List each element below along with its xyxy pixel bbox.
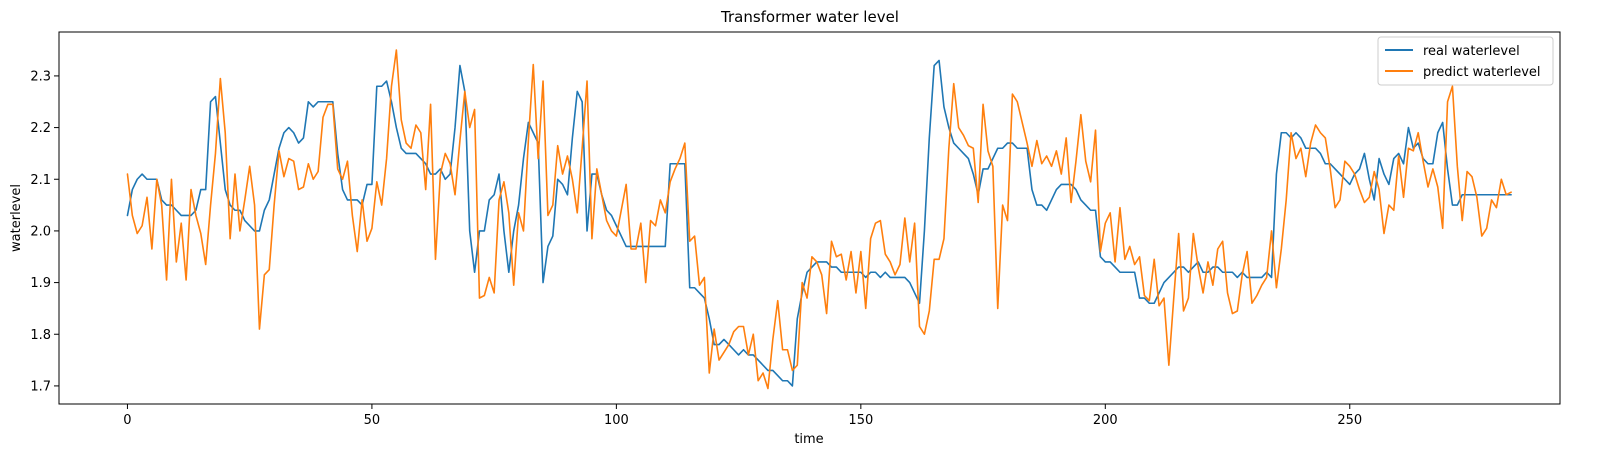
y-axis: 1.7 1.8 1.9 2.0 2.1 2.2 2.3 [30, 69, 59, 394]
plot-frame [58, 31, 1561, 405]
y-axis-label: waterlevel [9, 184, 24, 252]
y-tick-label: 2.3 [30, 69, 51, 84]
x-axis-label: time [794, 432, 823, 447]
y-tick-label: 2.1 [30, 173, 51, 188]
x-tick-label: 50 [364, 413, 381, 428]
series-line-real [126, 59, 1512, 387]
plot-background [59, 32, 1560, 404]
y-tick-label: 1.8 [30, 328, 51, 343]
y-tick-label: 2.2 [30, 121, 51, 136]
x-axis: 0 50 100 150 200 250 [123, 404, 1362, 428]
legend-label-real: real waterlevel [1423, 44, 1520, 59]
x-tick-label: 150 [848, 413, 873, 428]
legend: real waterlevel predict waterlevel [1377, 36, 1554, 86]
legend-box [1377, 36, 1554, 86]
series-line-predict [126, 49, 1512, 390]
y-tick-label: 1.9 [30, 276, 51, 291]
y-tick-label: 1.7 [30, 379, 51, 394]
x-tick-label: 250 [1337, 413, 1362, 428]
x-tick-label: 0 [123, 413, 131, 428]
plot-area [58, 31, 1561, 405]
series-layer [126, 49, 1512, 390]
y-tick-label: 2.0 [30, 224, 51, 239]
chart-title: Transformer water level [720, 8, 899, 26]
x-tick-label: 100 [604, 413, 629, 428]
x-tick-label: 200 [1093, 413, 1118, 428]
legend-label-predict: predict waterlevel [1423, 65, 1541, 80]
